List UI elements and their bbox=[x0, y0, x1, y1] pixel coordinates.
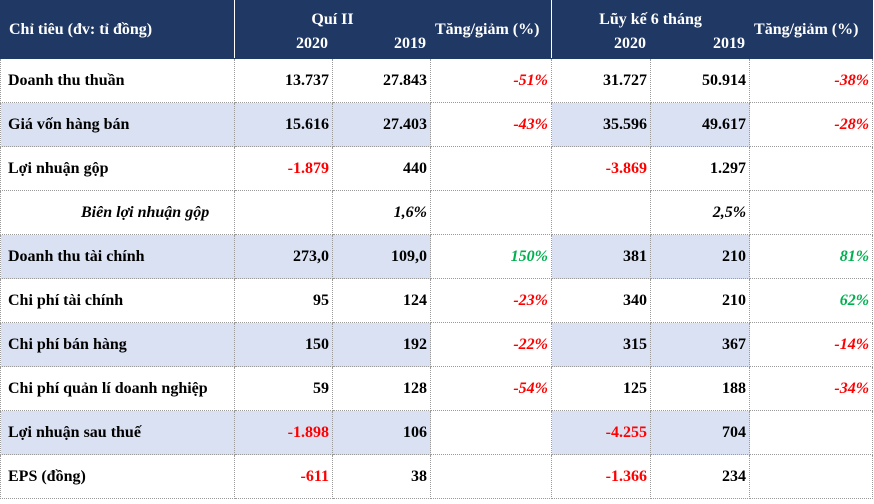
y2020-cell: -4.255 bbox=[551, 410, 651, 455]
y2019-cell: 367 bbox=[649, 322, 751, 367]
table-row: Chi phí bán hàng 150 192 -22% 315 367 -1… bbox=[0, 322, 874, 367]
y-change-cell: -38% bbox=[749, 58, 874, 103]
y2019-cell: 234 bbox=[649, 454, 751, 499]
q2020-cell: 95 bbox=[234, 278, 333, 323]
ytd-change-header: Tăng/giảm (%) bbox=[749, 0, 874, 59]
row-label: Chi phí quản lí doanh nghiệp bbox=[0, 366, 235, 411]
y2020-cell: -3.869 bbox=[551, 146, 651, 191]
y2020-cell: 315 bbox=[551, 322, 651, 367]
quarter-year-2020-header: 2020 bbox=[234, 29, 333, 59]
quarter-change-header: Tăng/giảm (%) bbox=[430, 0, 552, 59]
quarter-group-header: Quí II bbox=[234, 0, 431, 30]
q2020-cell: -1.879 bbox=[234, 146, 333, 191]
y2020-cell bbox=[551, 190, 651, 235]
q2020-cell: 59 bbox=[234, 366, 333, 411]
row-label: Biên lợi nhuận gộp bbox=[0, 190, 235, 235]
q2020-cell: 15.616 bbox=[234, 102, 333, 147]
q-change-cell: -22% bbox=[430, 322, 552, 367]
q2020-cell: 273,0 bbox=[234, 234, 333, 279]
q2019-cell: 1,6% bbox=[332, 190, 431, 235]
q2019-cell: 27.403 bbox=[332, 102, 431, 147]
q2020-cell: -611 bbox=[234, 454, 333, 499]
row-label: Lợi nhuận gộp bbox=[0, 146, 235, 191]
indicator-header: Chỉ tiêu (đv: tỉ đồng) bbox=[0, 0, 235, 59]
table-row: Doanh thu thuần 13.737 27.843 -51% 31.72… bbox=[0, 58, 874, 103]
row-label: Chi phí bán hàng bbox=[0, 322, 235, 367]
q-change-cell: -54% bbox=[430, 366, 552, 411]
q-change-cell: -23% bbox=[430, 278, 552, 323]
q2019-cell: 124 bbox=[332, 278, 431, 323]
q2019-cell: 192 bbox=[332, 322, 431, 367]
q2020-cell: 13.737 bbox=[234, 58, 333, 103]
table-row: Chi phí tài chính 95 124 -23% 340 210 62… bbox=[0, 278, 874, 323]
row-label: Giá vốn hàng bán bbox=[0, 102, 235, 147]
y2019-cell: 704 bbox=[649, 410, 751, 455]
row-label: Lợi nhuận sau thuế bbox=[0, 410, 235, 455]
q2019-cell: 440 bbox=[332, 146, 431, 191]
q2019-cell: 27.843 bbox=[332, 58, 431, 103]
q-change-cell: 150% bbox=[430, 234, 552, 279]
q-change-cell: -51% bbox=[430, 58, 552, 103]
q2019-cell: 128 bbox=[332, 366, 431, 411]
y2020-cell: 35.596 bbox=[551, 102, 651, 147]
quarter-year-2019-header: 2019 bbox=[332, 29, 431, 59]
q-change-cell bbox=[430, 146, 552, 191]
table-row: Chi phí quản lí doanh nghiệp 59 128 -54%… bbox=[0, 366, 874, 411]
ytd-year-2020-header: 2020 bbox=[551, 29, 651, 59]
row-label: Doanh thu thuần bbox=[0, 58, 235, 103]
q-change-cell bbox=[430, 190, 552, 235]
q2020-cell: -1.898 bbox=[234, 410, 333, 455]
row-label: Doanh thu tài chính bbox=[0, 234, 235, 279]
y2019-cell: 1.297 bbox=[649, 146, 751, 191]
y2019-cell: 188 bbox=[649, 366, 751, 411]
y2020-cell: -1.366 bbox=[551, 454, 651, 499]
y-change-cell: -34% bbox=[749, 366, 874, 411]
y-change-cell bbox=[749, 146, 874, 191]
table-row: Biên lợi nhuận gộp 1,6% 2,5% bbox=[0, 190, 874, 235]
row-label: EPS (đồng) bbox=[0, 454, 235, 499]
q2020-cell: 150 bbox=[234, 322, 333, 367]
y2020-cell: 381 bbox=[551, 234, 651, 279]
q2019-cell: 38 bbox=[332, 454, 431, 499]
y-change-cell bbox=[749, 410, 874, 455]
y-change-cell: 81% bbox=[749, 234, 874, 279]
y-change-cell: -28% bbox=[749, 102, 874, 147]
q-change-cell bbox=[430, 454, 552, 499]
y-change-cell bbox=[749, 454, 874, 499]
q2020-cell bbox=[234, 190, 333, 235]
row-label: Chi phí tài chính bbox=[0, 278, 235, 323]
y2019-cell: 49.617 bbox=[649, 102, 751, 147]
y2020-cell: 125 bbox=[551, 366, 651, 411]
y2020-cell: 340 bbox=[551, 278, 651, 323]
table-row: Giá vốn hàng bán 15.616 27.403 -43% 35.5… bbox=[0, 102, 874, 147]
table-row: EPS (đồng) -611 38 -1.366 234 bbox=[0, 454, 874, 499]
table-row: Lợi nhuận sau thuế -1.898 106 -4.255 704 bbox=[0, 410, 874, 455]
y2019-cell: 50.914 bbox=[649, 58, 751, 103]
y2019-cell: 2,5% bbox=[649, 190, 751, 235]
table-header: Chỉ tiêu (đv: tỉ đồng) Quí II Tăng/giảm … bbox=[0, 0, 874, 59]
q-change-cell: -43% bbox=[430, 102, 552, 147]
table-row: Doanh thu tài chính 273,0 109,0 150% 381… bbox=[0, 234, 874, 279]
q-change-cell bbox=[430, 410, 552, 455]
y2020-cell: 31.727 bbox=[551, 58, 651, 103]
y2019-cell: 210 bbox=[649, 278, 751, 323]
ytd-group-header: Lũy kế 6 tháng bbox=[550, 0, 751, 30]
q2019-cell: 106 bbox=[332, 410, 431, 455]
y2019-cell: 210 bbox=[649, 234, 751, 279]
ytd-year-2019-header: 2019 bbox=[649, 29, 751, 59]
q2019-cell: 109,0 bbox=[332, 234, 431, 279]
y-change-cell bbox=[749, 190, 874, 235]
table-row: Lợi nhuận gộp -1.879 440 -3.869 1.297 bbox=[0, 146, 874, 191]
y-change-cell: 62% bbox=[749, 278, 874, 323]
y-change-cell: -14% bbox=[749, 322, 874, 367]
